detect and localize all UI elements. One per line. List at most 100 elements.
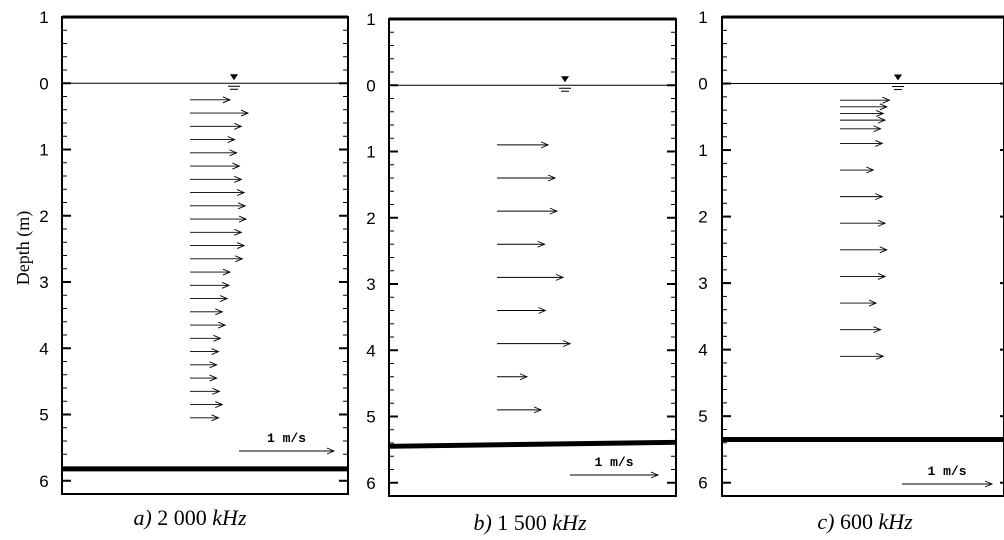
- velocity-arrowhead: [236, 189, 246, 196]
- velocity-arrowhead: [238, 215, 248, 223]
- y-tick-label: 6: [39, 472, 48, 491]
- y-axis-label: Depth (m): [13, 211, 34, 285]
- y-tick-label: 0: [698, 75, 707, 94]
- y-tick-label: 6: [698, 474, 707, 493]
- panel-b: 1 0 1 2 3 4 5 6 1 m/s b) 1 500 kHz: [366, 10, 677, 535]
- velocity-arrowhead: [877, 116, 887, 124]
- y-tick-label: 2: [698, 208, 707, 227]
- y-tick-label: 6: [366, 474, 375, 493]
- velocity-arrowhead: [211, 414, 220, 422]
- velocity-arrowhead: [219, 295, 229, 302]
- velocity-arrowhead: [222, 268, 232, 276]
- velocity-arrowhead: [234, 175, 243, 183]
- velocity-arrowhead: [538, 307, 547, 314]
- velocity-arrowhead: [215, 401, 224, 408]
- y-tick-label: 2: [366, 209, 375, 228]
- caption-frequency: 2 000: [157, 505, 212, 530]
- caption-unit: kHz: [212, 505, 247, 530]
- velocity-arrowhead: [562, 340, 572, 348]
- velocity-arrowhead: [533, 406, 543, 414]
- velocity-arrowhead: [229, 149, 238, 157]
- velocity-arrowhead: [222, 96, 232, 104]
- y-tick-label: 4: [366, 341, 375, 360]
- caption-frequency: 1 500: [497, 510, 552, 535]
- scale-arrowhead: [650, 471, 660, 479]
- velocity-arrowhead: [213, 334, 222, 342]
- velocity-arrowhead: [873, 326, 882, 334]
- velocity-arrowhead: [875, 139, 884, 147]
- panel-caption: a) 2 000 kHz: [133, 505, 246, 530]
- panels: 1 0 1 2 3 4 5 6 1 m/s a) 2 000 kHz 1 0 1 2 3 4 5 6 1 m/s b)…: [39, 8, 1004, 535]
- panel-caption: b) 1 500 kHz: [473, 510, 586, 535]
- velocity-arrowhead: [519, 373, 529, 381]
- caption-unit: kHz: [878, 509, 913, 534]
- y-tick-label: 1: [39, 8, 48, 27]
- caption-frequency: 600: [840, 509, 879, 534]
- velocity-arrowhead: [211, 348, 220, 355]
- y-tick-label: 3: [698, 274, 707, 293]
- water-level-marker-icon: [230, 74, 238, 81]
- velocity-arrowhead: [879, 103, 888, 111]
- velocity-arrowhead: [879, 246, 888, 254]
- panel-caption: c) 600 kHz: [817, 509, 913, 534]
- y-axis-ticks: 1 0 1 2 3 4 5 6: [39, 8, 348, 491]
- velocity-arrowhead: [234, 228, 243, 236]
- water-level-marker-icon: [894, 74, 902, 81]
- scale-arrowhead: [984, 480, 994, 488]
- velocity-arrowhead: [234, 122, 243, 130]
- y-tick-label: 5: [698, 407, 707, 426]
- velocity-arrowhead: [237, 202, 247, 210]
- y-tick-label: 2: [39, 207, 48, 226]
- plot-frame: [721, 16, 1004, 497]
- velocity-arrowhead: [235, 255, 244, 263]
- river-bed-line: [388, 439, 677, 449]
- velocity-arrowhead: [209, 361, 218, 369]
- y-axis-ticks: 1 0 1 2 3 4 5 6: [366, 10, 676, 493]
- y-tick-label: 1: [366, 10, 375, 29]
- velocity-arrowhead: [876, 352, 885, 360]
- velocity-arrowhead: [240, 109, 250, 117]
- velocity-arrowhead: [875, 193, 884, 201]
- velocity-arrowhead: [555, 273, 565, 281]
- velocity-arrowhead: [882, 96, 891, 104]
- plot-frame: [388, 18, 677, 497]
- y-tick-label: 0: [39, 74, 48, 93]
- velocity-arrows: [497, 141, 572, 414]
- velocity-arrows: [840, 96, 891, 360]
- scale-label: 1 m/s: [267, 431, 306, 446]
- velocity-arrowhead: [221, 281, 231, 289]
- velocity-arrows: [190, 96, 250, 422]
- velocity-arrowhead: [540, 141, 550, 149]
- velocity-arrowhead: [217, 321, 227, 329]
- caption-prefix: c): [817, 509, 840, 534]
- velocity-arrowhead: [227, 136, 236, 143]
- caption-prefix: b): [473, 510, 497, 535]
- scale-label: 1 m/s: [927, 464, 966, 479]
- water-level-marker-icon: [561, 76, 569, 83]
- velocity-arrowhead: [877, 273, 887, 280]
- caption-unit: kHz: [552, 510, 587, 535]
- y-tick-label: 3: [366, 275, 375, 294]
- scale-label: 1 m/s: [594, 455, 633, 470]
- scale-arrowhead: [326, 447, 336, 455]
- velocity-arrowhead: [876, 110, 885, 117]
- velocity-arrowhead: [547, 174, 557, 182]
- velocity-arrowhead: [215, 308, 224, 316]
- caption-prefix: a): [133, 505, 157, 530]
- velocity-arrowhead: [212, 387, 221, 395]
- y-tick-label: 3: [39, 273, 48, 292]
- velocity-arrowhead: [877, 219, 887, 227]
- y-tick-label: 1: [366, 143, 375, 162]
- y-tick-label: 1: [698, 141, 707, 160]
- y-tick-label: 1: [698, 8, 707, 27]
- panel-c: 1 0 1 2 3 4 5 6 1 m/s c) 600 kHz: [698, 8, 1004, 534]
- y-tick-label: 4: [39, 339, 48, 358]
- velocity-arrowhead: [866, 166, 875, 174]
- y-axis-ticks: 1 0 1 2 3 4 5 6: [698, 8, 1004, 493]
- velocity-arrowhead: [236, 242, 246, 249]
- y-tick-label: 5: [366, 408, 375, 427]
- y-tick-label: 1: [39, 141, 48, 160]
- velocity-arrowhead: [873, 125, 882, 133]
- velocity-arrowhead: [868, 299, 878, 307]
